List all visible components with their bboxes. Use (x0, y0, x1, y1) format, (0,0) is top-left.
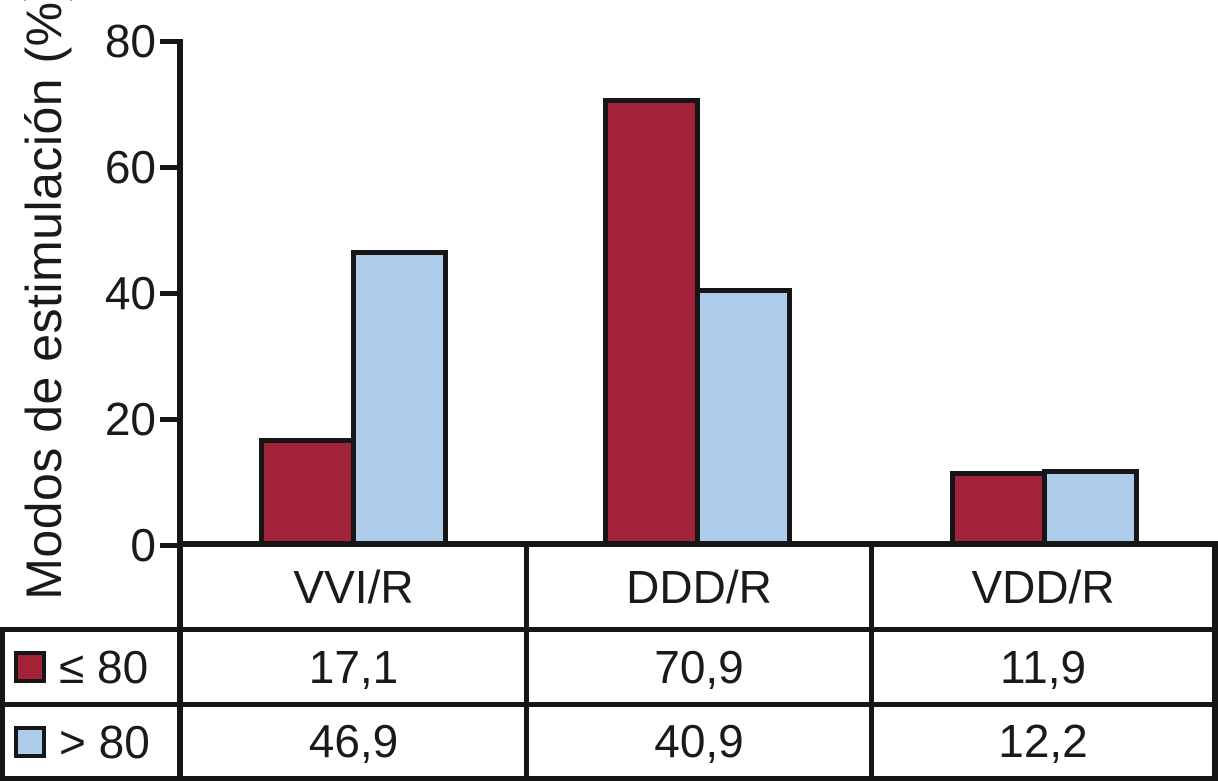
bar-series2-ddd-r (694, 287, 792, 546)
bar-group-ddd-r (524, 41, 870, 546)
y-axis-line (177, 39, 183, 781)
table-grid-line (0, 776, 1218, 781)
value-cell-gt80-ddd: 40,9 (654, 715, 744, 767)
table-grid-line (0, 627, 1218, 632)
category-label-ddd-r: DDD/R (626, 561, 772, 613)
value-cell-gt80-vvi: 46,9 (308, 715, 399, 767)
bar-series1-ddd-r (602, 98, 700, 546)
y-tick-mark (160, 543, 177, 548)
y-tick-label-0: 0 (130, 519, 156, 571)
y-tick-label-60: 60 (104, 141, 156, 193)
bar-group-vdd-r (870, 41, 1218, 546)
bar-series2-vdd-r (1041, 469, 1139, 546)
bar-series1-vvi-r (259, 438, 356, 546)
y-tick-label-40: 40 (104, 267, 156, 319)
y-tick-label-80: 80 (104, 15, 156, 67)
bar-series1-vdd-r (949, 470, 1047, 546)
table-grid-line (869, 541, 874, 781)
table-grid-line (0, 627, 5, 781)
value-cell-le80-vvi: 17,1 (308, 641, 399, 693)
legend-label-le-80: ≤ 80 (59, 641, 149, 693)
legend-item-gt-80: > 80 (5, 707, 177, 776)
y-tick-mark (160, 291, 177, 296)
y-tick-label-20: 20 (104, 393, 156, 445)
x-axis-line (177, 541, 1218, 547)
category-label-vdd-r: VDD/R (971, 561, 1115, 613)
plot-area (183, 41, 1218, 546)
legend-item-le-80: ≤ 80 (5, 632, 177, 702)
y-tick-mark (160, 417, 177, 422)
table-grid-line (524, 541, 529, 781)
y-tick-mark (160, 39, 177, 44)
table-grid-line (0, 702, 1218, 707)
y-tick-mark (160, 165, 177, 170)
value-cell-gt80-vdd: 12,2 (998, 715, 1088, 767)
legend-swatch-le-80 (14, 651, 46, 683)
category-label-vvi-r: VVI/R (293, 561, 414, 613)
value-cell-le80-ddd: 70,9 (654, 641, 744, 693)
legend-swatch-gt-80 (14, 725, 46, 758)
bar-series2-vvi-r (351, 249, 448, 546)
value-cell-le80-vdd: 11,9 (999, 641, 1087, 693)
bar-group-vvi-r (183, 41, 524, 546)
legend-label-gt-80: > 80 (59, 715, 150, 768)
table-grid-line (1212, 541, 1218, 781)
